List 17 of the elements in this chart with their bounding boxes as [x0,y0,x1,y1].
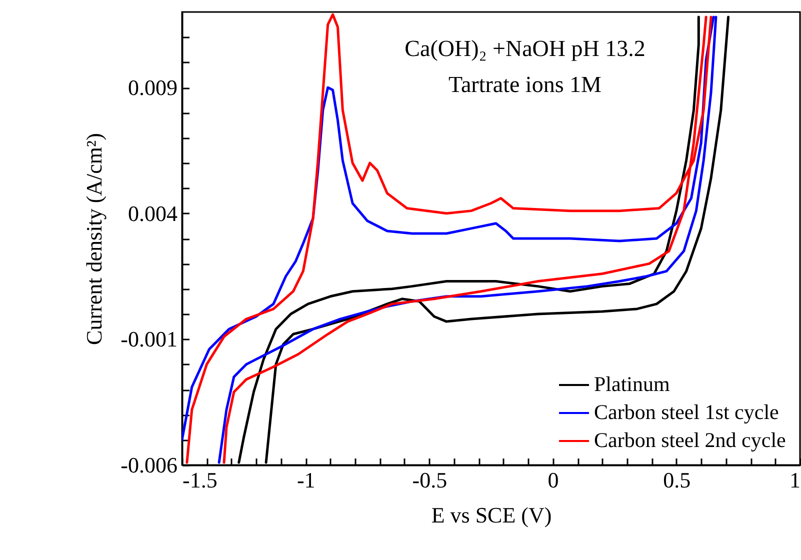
annotation: Tartrate ions 1M [448,72,602,97]
legend-label: Carbon steel 2nd cycle [594,428,786,452]
x-tick-label: -1 [296,468,316,492]
y-axis-title: Current density (A/cm²) [82,133,107,345]
y-tick-label: 0.009 [128,75,178,100]
x-tick-label: -0.5 [412,468,448,492]
x-tick-label: 0.5 [663,468,691,492]
y-tick-label: -0.001 [120,326,178,352]
legend-label: Carbon steel 1st cycle [594,400,779,424]
y-tick-label: -0.006 [120,452,178,478]
x-tick-label: 0 [548,468,559,492]
legend-label: Platinum [594,372,670,396]
annotation: Ca(OH)₂ +NaOH pH 13.2 [404,36,646,61]
x-tick-label: -1.5 [182,468,218,492]
x-axis-title: E vs SCE (V) [431,502,552,528]
y-tick-label: 0.004 [128,200,178,226]
x-tick-label: 1 [790,468,800,492]
